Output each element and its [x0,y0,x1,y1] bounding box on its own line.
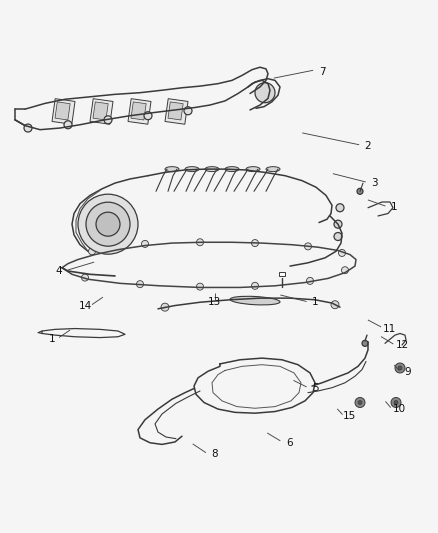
Circle shape [342,266,349,274]
Circle shape [251,282,258,289]
Circle shape [336,204,344,212]
Bar [52,99,75,124]
Circle shape [331,301,339,309]
Text: 1: 1 [49,334,56,344]
Circle shape [81,274,88,281]
Text: 13: 13 [208,296,221,306]
Bar [90,99,113,124]
Circle shape [362,341,368,346]
Circle shape [394,400,398,405]
Circle shape [96,212,120,236]
Text: 8: 8 [211,449,218,459]
Circle shape [339,249,346,256]
Text: 12: 12 [396,341,409,350]
Bar [128,99,151,124]
Circle shape [255,83,275,103]
Text: 7: 7 [318,67,325,77]
Text: 6: 6 [286,438,293,448]
Ellipse shape [205,167,219,172]
Circle shape [197,239,204,246]
Text: 14: 14 [79,301,92,311]
Ellipse shape [266,167,280,172]
Text: 2: 2 [364,141,371,151]
Circle shape [334,220,342,228]
Text: 3: 3 [371,178,378,188]
Circle shape [197,283,204,290]
Ellipse shape [165,167,179,172]
Circle shape [304,243,311,250]
Bar [55,102,70,120]
Text: 15: 15 [343,411,356,421]
Ellipse shape [230,296,280,305]
Bar [165,99,188,124]
Circle shape [391,398,401,408]
Circle shape [78,194,138,254]
Text: 11: 11 [383,324,396,334]
Text: 10: 10 [393,404,406,414]
Text: 9: 9 [404,367,411,377]
Circle shape [161,303,169,311]
Circle shape [64,121,72,129]
Bar [131,102,146,120]
Bar [168,102,183,120]
Circle shape [137,281,144,288]
Text: 4: 4 [56,266,63,276]
Circle shape [144,112,152,120]
Circle shape [358,400,362,405]
Circle shape [88,248,95,255]
Circle shape [24,124,32,132]
Ellipse shape [185,167,199,172]
Text: 5: 5 [312,383,319,393]
Circle shape [307,277,314,285]
Text: 1: 1 [391,203,398,212]
Circle shape [104,116,112,124]
Circle shape [86,202,130,246]
Circle shape [251,239,258,247]
Circle shape [398,366,402,370]
Circle shape [184,107,192,115]
Text: 1: 1 [312,297,319,308]
Circle shape [395,363,405,373]
Ellipse shape [225,167,239,172]
Ellipse shape [246,167,260,172]
Circle shape [334,232,342,240]
Bar [93,102,108,120]
Circle shape [355,398,365,408]
Bar [279,272,285,276]
Circle shape [141,240,148,247]
Circle shape [357,188,363,195]
